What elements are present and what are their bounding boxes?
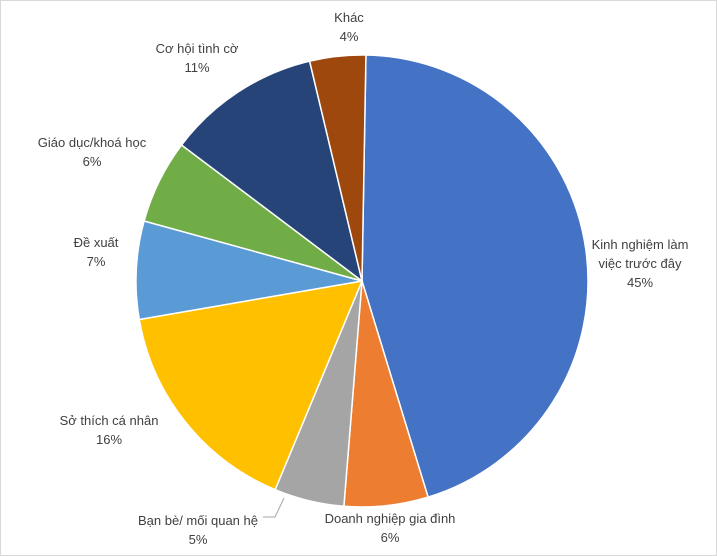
slice-kinh-nghiem-lam-viec-truoc-day xyxy=(361,54,589,499)
leader-lines xyxy=(263,497,285,518)
label-doanh-nghiep-gia-dinh: Doanh nghiệp gia đình 6% xyxy=(325,511,456,545)
label-name-line: Bạn bè/ mối quan hệ xyxy=(138,513,258,528)
label-kinh-nghiem-lam-viec-truoc-day: Kinh nghiệm làm việc trước đây 45% xyxy=(592,237,689,290)
pie-slices xyxy=(135,54,589,508)
slice-co-hoi-tinh-co xyxy=(180,60,364,283)
label-percent: 5% xyxy=(189,532,208,547)
label-co-hoi-tinh-co: Cơ hội tình cờ 11% xyxy=(156,41,239,75)
label-name-line: việc trước đây xyxy=(599,256,682,271)
label-name-line: Sở thích cá nhân xyxy=(60,413,159,428)
label-giao-duc-khoa-hoc: Giáo dục/khoá học 6% xyxy=(38,135,147,169)
label-percent: 16% xyxy=(96,432,122,447)
label-name-line: Khác xyxy=(334,10,364,25)
slice-labels: Kinh nghiệm làm việc trước đây 45% Doanh ng… xyxy=(38,10,689,547)
slice-khac xyxy=(308,54,367,282)
label-percent: 7% xyxy=(87,254,106,269)
label-percent: 6% xyxy=(381,530,400,545)
label-name-line: Doanh nghiệp gia đình xyxy=(325,511,456,526)
slice-so-thich-ca-nhan xyxy=(138,280,364,491)
label-de-xuat: Đề xuất 7% xyxy=(74,235,119,269)
leader-line-ban-be xyxy=(263,497,285,518)
label-percent: 11% xyxy=(184,60,209,75)
label-name-line: Đề xuất xyxy=(74,235,119,250)
label-name-line: Kinh nghiệm làm xyxy=(592,237,689,252)
label-khac: Khác 4% xyxy=(334,10,364,44)
label-percent: 4% xyxy=(340,29,359,44)
label-name-line: Cơ hội tình cờ xyxy=(156,41,239,56)
label-name-line: Giáo dục/khoá học xyxy=(38,135,147,150)
label-so-thich-ca-nhan: Sở thích cá nhân 16% xyxy=(60,413,159,447)
label-percent: 6% xyxy=(83,154,102,169)
label-ban-be-moi-quan-he: Bạn bè/ mối quan hệ 5% xyxy=(138,513,258,547)
label-percent: 45% xyxy=(627,275,653,290)
